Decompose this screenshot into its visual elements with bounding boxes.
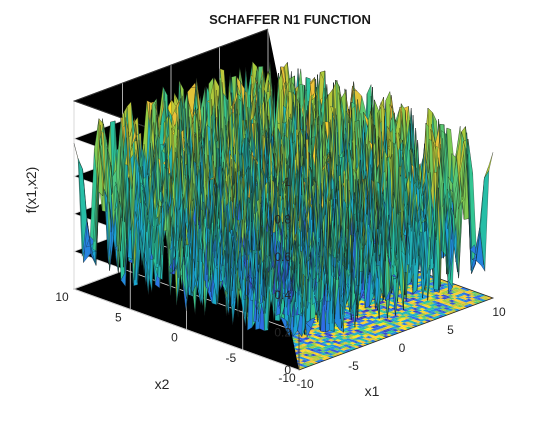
chart-svg: 00.20.40.60.81-10-50510-10-50510 SCHAFFE… bbox=[0, 0, 560, 420]
chart-figure: 00.20.40.60.81-10-50510-10-50510 SCHAFFE… bbox=[0, 0, 560, 420]
